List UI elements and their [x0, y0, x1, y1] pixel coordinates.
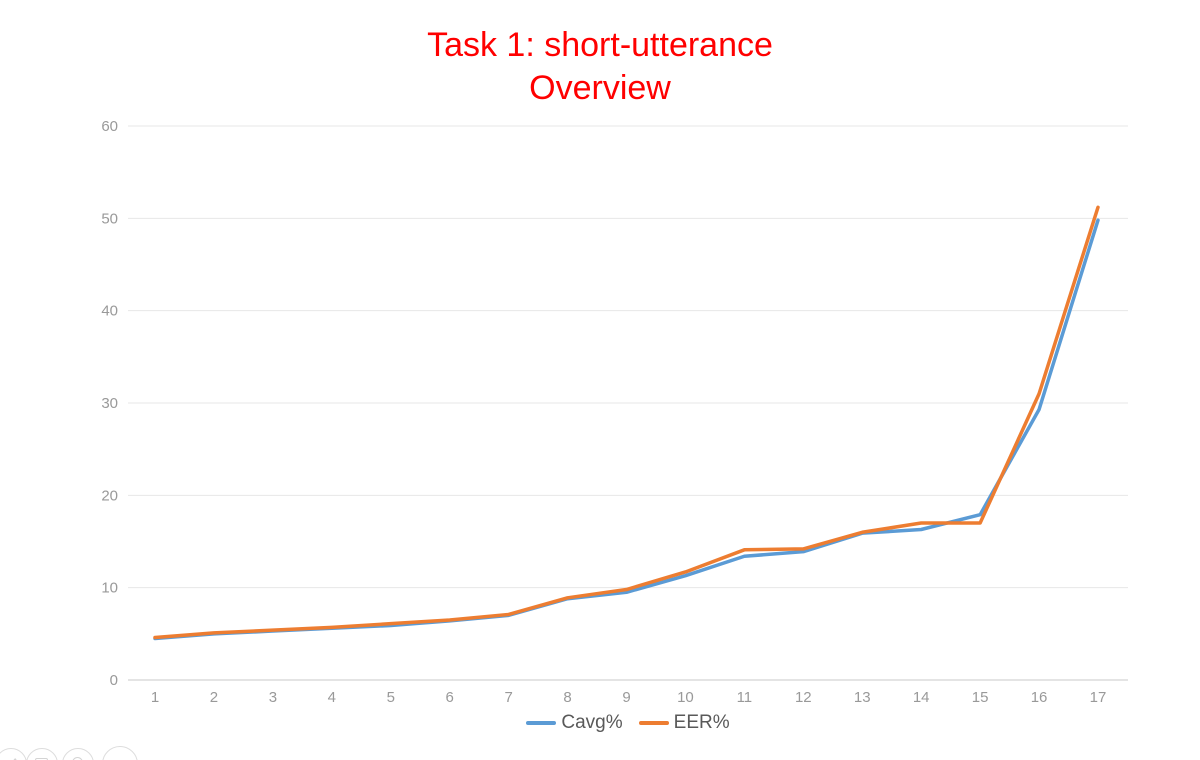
x-tick-label: 6: [446, 689, 454, 706]
y-tick-label: 40: [101, 303, 118, 320]
x-tick-label: 2: [210, 689, 218, 706]
series-line-cavg: [153, 218, 1100, 641]
x-tick-label: 17: [1090, 689, 1107, 706]
image-icon: [35, 758, 48, 760]
x-tick-label: 4: [328, 689, 336, 706]
x-tick-label: 14: [913, 689, 930, 706]
x-tick-label: 9: [622, 689, 630, 706]
x-tick-label: 10: [677, 689, 694, 706]
x-tick-label: 5: [387, 689, 395, 706]
y-tick-label: 30: [101, 395, 118, 412]
chart-title-line2: Overview: [529, 69, 671, 107]
x-tick-label: 1: [151, 689, 159, 706]
legend-swatch: [526, 721, 557, 725]
x-tick-label: 15: [972, 689, 989, 706]
x-tick-label: 7: [504, 689, 512, 706]
x-tick-label: 13: [854, 689, 871, 706]
y-tick-label: 50: [101, 210, 118, 227]
x-tick-label: 3: [269, 689, 277, 706]
legend-swatch: [638, 721, 669, 725]
legend-label: Cavg%: [561, 712, 623, 733]
chart-title-line1: Task 1: short-utterance: [427, 26, 773, 64]
x-tick-label: 16: [1031, 689, 1048, 706]
legend-item-eer: EER%: [638, 712, 730, 734]
series-line-eer: [153, 205, 1100, 640]
legend-item-cavg: Cavg%: [526, 712, 623, 734]
x-tick-label: 11: [737, 689, 753, 706]
legend-label: EER%: [673, 712, 730, 733]
chart-title: Task 1: short-utterance Overview: [0, 24, 1200, 110]
y-tick-label: 20: [101, 487, 118, 504]
x-tick-label: 8: [563, 689, 571, 706]
y-tick-label: 60: [101, 118, 118, 135]
x-tick-label: 12: [795, 689, 812, 706]
chart-legend: Cavg% EER%: [128, 712, 1128, 734]
y-tick-label: 10: [101, 580, 118, 597]
y-tick-label: 0: [110, 672, 118, 689]
